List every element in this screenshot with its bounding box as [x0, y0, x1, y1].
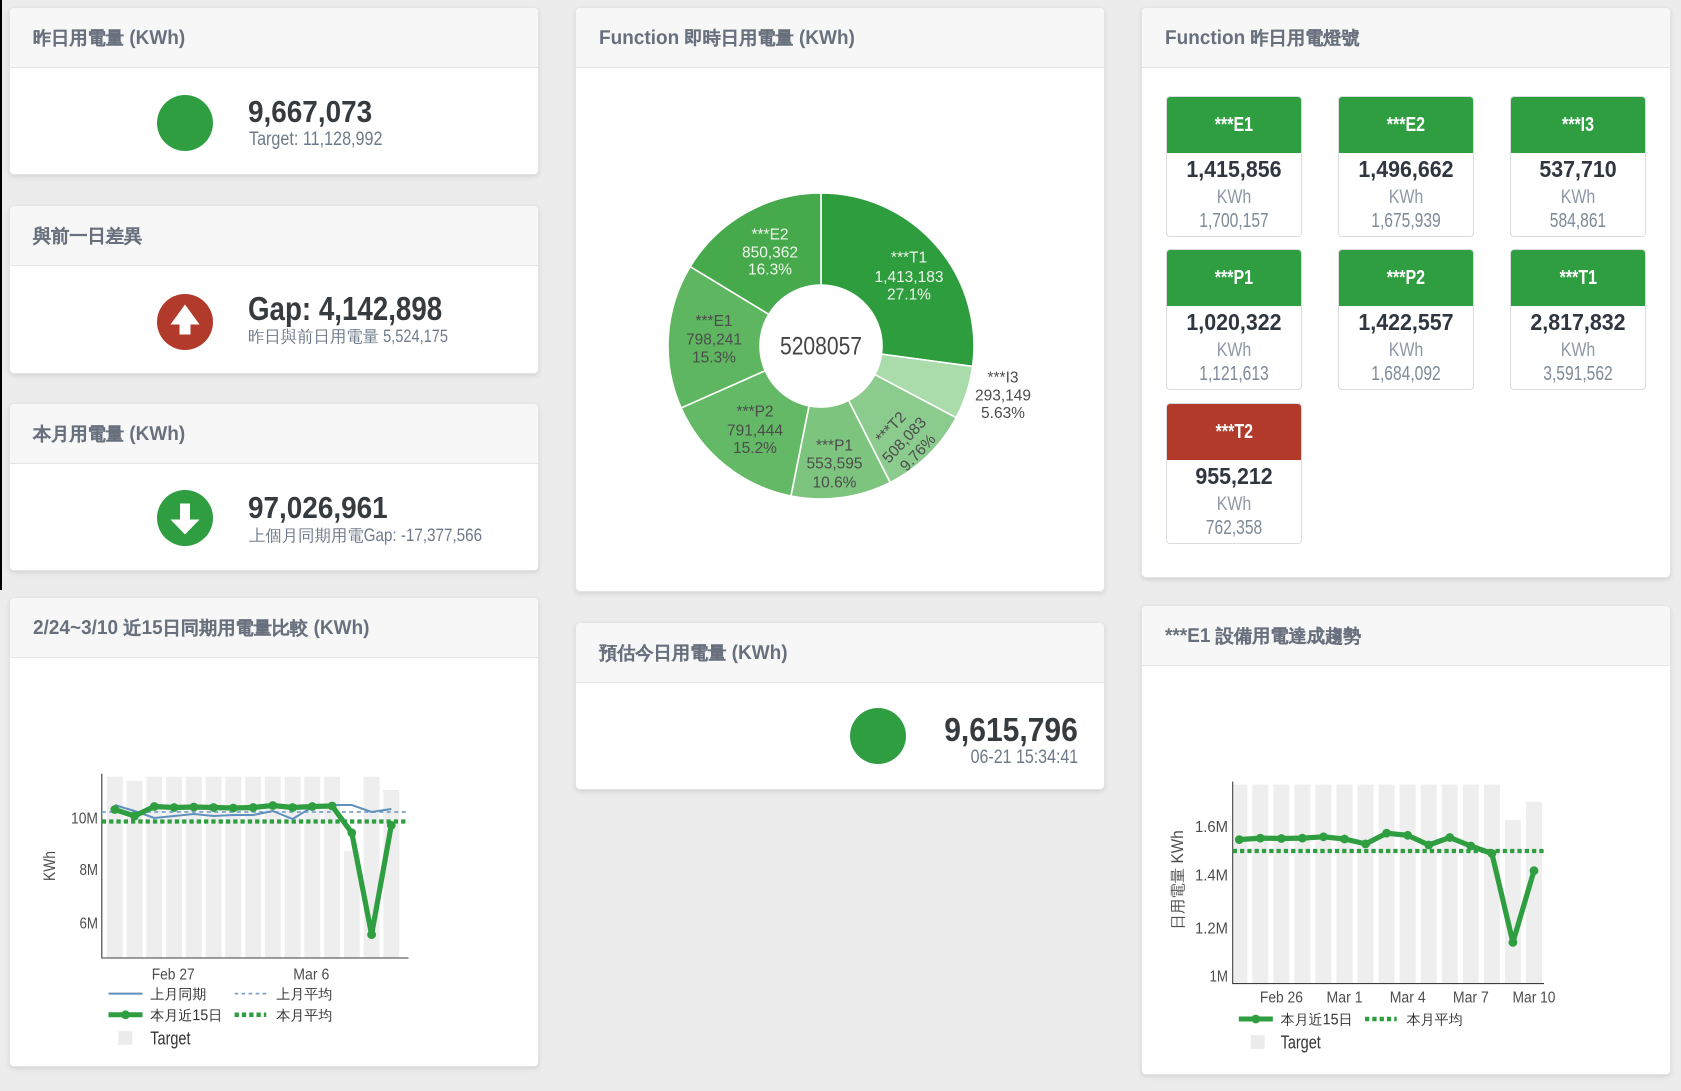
svg-text:Target: Target: [1281, 1033, 1321, 1053]
svg-text:6M: 6M: [80, 915, 99, 932]
svg-text:Target: Target: [150, 1029, 190, 1049]
svg-text:KWh: KWh: [40, 851, 59, 881]
svg-text:5.63%: 5.63%: [981, 405, 1025, 422]
svg-text:Mar 4: Mar 4: [1390, 990, 1426, 1007]
svg-text:***P2: ***P2: [736, 404, 773, 421]
svg-text:10.6%: 10.6%: [813, 475, 857, 492]
svg-text:1.4M: 1.4M: [1195, 868, 1228, 885]
svg-text:10M: 10M: [71, 811, 98, 828]
svg-text:***I3: ***I3: [987, 370, 1018, 387]
svg-text:Mar 1: Mar 1: [1327, 990, 1363, 1007]
svg-text:1.2M: 1.2M: [1195, 921, 1228, 938]
svg-text:798,241: 798,241: [686, 332, 742, 349]
svg-text:1,413,183: 1,413,183: [875, 269, 944, 286]
svg-text:Feb 27: Feb 27: [152, 967, 195, 984]
svg-text:***P1: ***P1: [816, 438, 853, 455]
svg-text:***T1: ***T1: [891, 250, 927, 267]
svg-text:Mar 7: Mar 7: [1453, 990, 1489, 1007]
svg-text:791,444: 791,444: [727, 423, 783, 440]
svg-text:15.3%: 15.3%: [692, 350, 736, 367]
svg-text:Feb 26: Feb 26: [1260, 990, 1303, 1007]
svg-text:Mar 10: Mar 10: [1513, 990, 1556, 1007]
svg-text:1.6M: 1.6M: [1195, 819, 1228, 836]
svg-text:27.1%: 27.1%: [887, 287, 931, 304]
svg-text:Mar 6: Mar 6: [293, 967, 329, 984]
svg-text:8M: 8M: [80, 862, 99, 879]
svg-text:16.3%: 16.3%: [748, 262, 792, 279]
svg-text:293,149: 293,149: [975, 388, 1031, 405]
svg-text:***E2: ***E2: [751, 227, 788, 244]
svg-text:5208057: 5208057: [780, 333, 862, 361]
svg-text:1M: 1M: [1210, 969, 1229, 986]
svg-text:850,362: 850,362: [742, 245, 798, 262]
svg-text:15.2%: 15.2%: [733, 440, 777, 457]
svg-text:553,595: 553,595: [806, 456, 862, 473]
svg-text:***E1: ***E1: [695, 313, 732, 330]
